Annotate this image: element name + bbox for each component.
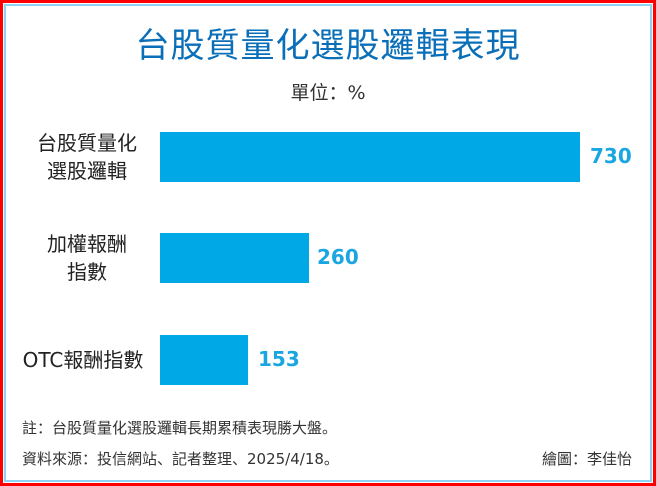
unit-label: 單位：% xyxy=(290,82,366,104)
category-label-line: 選股邏輯 xyxy=(47,159,127,183)
category-label-line: OTC報酬指數 xyxy=(22,348,144,372)
category-label-otc: OTC報酬指數 xyxy=(8,346,158,374)
category-label-line: 指數 xyxy=(67,260,107,284)
bar-taiex xyxy=(160,233,309,283)
value-label-otc: 153 xyxy=(258,347,300,371)
category-label-line: 加權報酬 xyxy=(47,232,127,256)
category-label-quant: 台股質量化 選股邏輯 xyxy=(12,129,162,185)
category-label-line: 台股質量化 xyxy=(37,131,137,155)
chart-title: 台股質量化選股邏輯表現 xyxy=(135,26,521,66)
chart-frame xyxy=(4,4,652,482)
footnote: 註：台股質量化選股邏輯長期累積表現勝大盤。 xyxy=(22,419,338,437)
bar-quant xyxy=(160,132,580,182)
bar-otc xyxy=(160,335,248,385)
category-label-taiex: 加權報酬 指數 xyxy=(12,230,162,286)
source-note: 資料來源：投信網站、記者整理、2025/4/18。 xyxy=(22,450,339,468)
value-label-quant: 730 xyxy=(590,144,632,168)
graphic-credit: 繪圖：李佳怡 xyxy=(541,450,632,468)
value-label-taiex: 260 xyxy=(317,245,359,269)
